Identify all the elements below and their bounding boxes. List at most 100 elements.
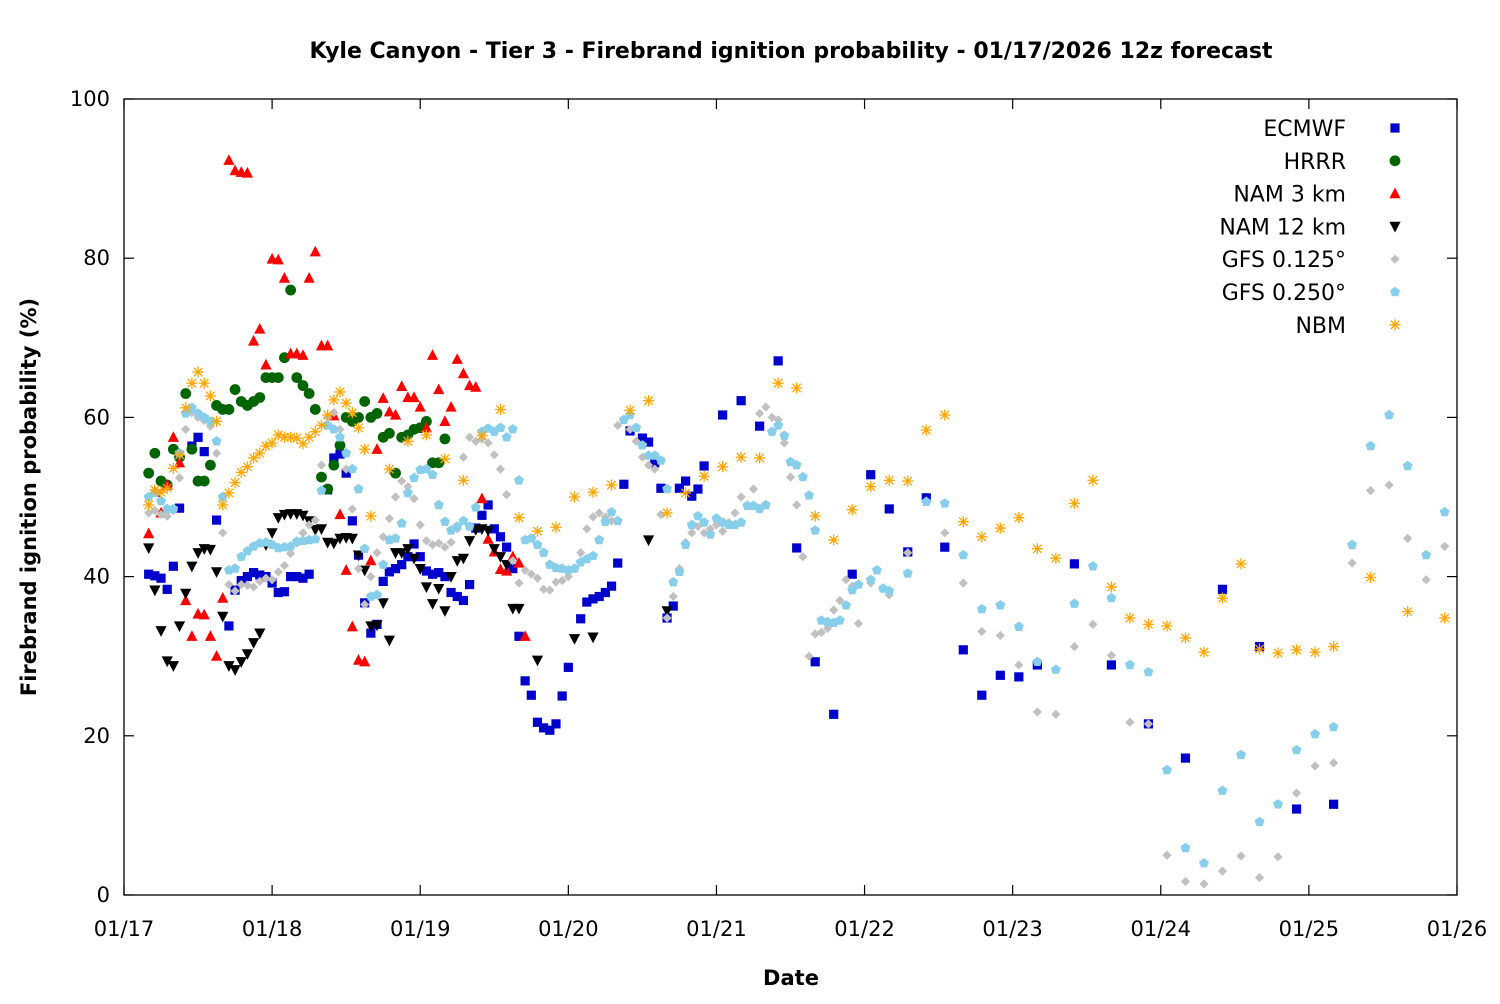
gfs-0-250-point: [600, 516, 611, 526]
gfs-0-125-point: [656, 509, 666, 520]
nbm-point: [624, 404, 636, 416]
gfs-0-250-point: [409, 472, 419, 483]
gfs-0-125-point: [718, 526, 728, 536]
legend-marker-pentagon-icon: [1390, 286, 1400, 297]
ecmwf-point: [514, 631, 524, 641]
gfs-0-250-point: [1143, 666, 1154, 677]
legend-marker-asterisk-icon: [1389, 319, 1401, 331]
y-tick-label: 60: [83, 405, 110, 429]
nbm-point: [1031, 543, 1043, 555]
nam-12-km-point: [241, 649, 254, 660]
nbm-point: [1105, 581, 1118, 593]
gfs-0-125-point: [508, 556, 518, 566]
series-gfs-0-250: [143, 402, 1450, 868]
gfs-0-125-point: [798, 552, 808, 562]
nam-12-km-point: [247, 638, 260, 649]
ecmwf-point: [329, 453, 339, 463]
hrrr-point: [272, 372, 284, 383]
gfs-0-125-point: [471, 436, 481, 446]
hrrr-point: [359, 396, 371, 407]
gfs-0-125-point: [643, 460, 654, 470]
gfs-0-125-point: [767, 412, 777, 422]
gfs-0-250-point: [452, 521, 463, 531]
nbm-point: [1142, 618, 1155, 630]
legend-label: GFS 0.250°: [1222, 281, 1346, 306]
gfs-0-125-point: [853, 618, 863, 629]
gfs-0-250-point: [402, 487, 413, 498]
ecmwf-point: [224, 621, 234, 631]
gfs-0-125-point: [298, 528, 308, 538]
nam-3-km-point: [365, 554, 377, 566]
gfs-0-250-point: [656, 455, 666, 465]
ecmwf-point: [144, 569, 154, 579]
nbm-point: [1402, 606, 1414, 618]
nbm-point: [902, 475, 914, 487]
nam-3-km-point: [346, 620, 358, 632]
legend-marker-diamond-icon: [1390, 254, 1400, 264]
gfs-0-125-point: [1440, 541, 1450, 551]
nbm-point: [828, 534, 840, 546]
gfs-0-250-point: [230, 563, 240, 573]
nam-3-km-point: [433, 383, 445, 395]
gfs-0-125-point: [397, 476, 407, 486]
gfs-0-250-point: [1254, 816, 1265, 826]
x-tick-label: 01/17: [94, 917, 155, 941]
gfs-0-125-point: [279, 560, 290, 571]
nam-3-km-point: [143, 527, 155, 539]
gfs-0-250-point: [353, 483, 364, 494]
nam-12-km-point: [346, 533, 358, 545]
hrrr-point: [316, 471, 327, 483]
ecmwf-point: [557, 691, 567, 701]
nam-12-km-point: [377, 598, 389, 609]
nam-3-km-point: [217, 591, 229, 603]
ecmwf-point: [427, 569, 438, 579]
nbm-point: [359, 443, 371, 455]
gfs-0-250-point: [668, 577, 679, 587]
nbm-point: [161, 482, 173, 494]
hrrr-point: [297, 380, 309, 391]
ecmwf-point: [421, 566, 431, 576]
gfs-0-125-point: [557, 575, 567, 586]
gfs-0-250-point: [1087, 561, 1098, 571]
ecmwf-point: [810, 657, 820, 667]
nbm-point: [402, 435, 414, 447]
gfs-0-125-point: [236, 579, 246, 590]
gfs-0-250-point: [1328, 721, 1339, 732]
gfs-0-250-point: [217, 491, 228, 502]
gfs-0-250-point: [396, 518, 407, 528]
nam-3-km-point: [396, 380, 408, 391]
nbm-point: [266, 437, 278, 449]
nbm-point: [198, 377, 210, 389]
gfs-0-250-point: [569, 563, 580, 573]
ecmwf-point: [718, 410, 728, 420]
nam-12-km-point: [352, 550, 365, 562]
nam-12-km-point: [587, 632, 599, 644]
nam-3-km-point: [513, 556, 525, 568]
ecmwf-point: [1328, 799, 1339, 809]
gfs-0-250-point: [310, 534, 321, 544]
nam-3-km-point: [352, 654, 365, 665]
hrrr-point: [143, 467, 155, 479]
nam-12-km-point: [420, 582, 432, 594]
gfs-0-250-point: [588, 550, 598, 561]
gfs-0-125-point: [1254, 872, 1265, 883]
gfs-0-250-point: [427, 469, 438, 479]
ecmwf-point: [273, 587, 283, 598]
gfs-0-125-point: [341, 464, 351, 474]
hrrr-point: [223, 404, 235, 415]
gfs-0-125-point: [230, 586, 240, 596]
nbm-point: [167, 462, 179, 474]
nam-12-km-point: [155, 626, 167, 637]
nbm-point: [754, 452, 766, 464]
nam-3-km-point: [507, 550, 519, 562]
nbm-point: [291, 432, 303, 444]
nam-12-km-point: [488, 544, 500, 555]
nam-3-km-point: [494, 563, 507, 575]
ecmwf-point: [477, 510, 487, 520]
nbm-point: [241, 461, 254, 473]
gfs-0-125-point: [489, 450, 499, 460]
nam-12-km-point: [167, 661, 179, 672]
gfs-0-125-point: [835, 595, 845, 606]
ecmwf-point: [304, 569, 314, 579]
